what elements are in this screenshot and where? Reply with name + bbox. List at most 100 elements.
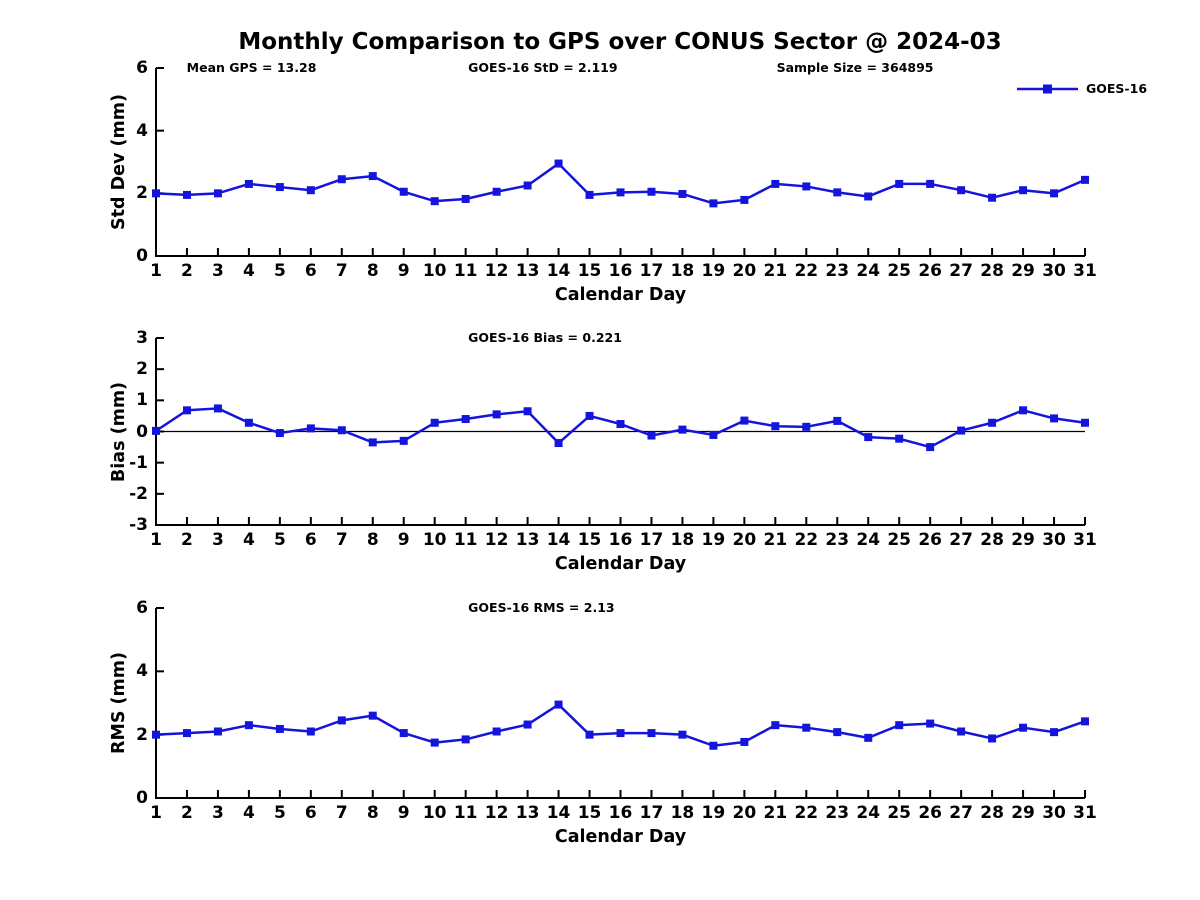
bias-x-tick-label: 24 xyxy=(856,530,881,550)
rms-x-tick-label: 22 xyxy=(794,803,819,823)
stddev-marker xyxy=(182,190,191,199)
bias-y-tick-label: -1 xyxy=(129,452,148,473)
stddev-marker xyxy=(709,199,718,208)
rms-marker xyxy=(616,729,625,738)
stddev-marker xyxy=(152,189,160,198)
bias-x-tick-label: 25 xyxy=(887,530,912,550)
bias-x-tick-label: 6 xyxy=(304,530,317,550)
bias-x-tick-label: 15 xyxy=(577,530,602,550)
bias-x-tick-label: 8 xyxy=(366,530,379,550)
bias-x-tick-label: 4 xyxy=(242,530,255,550)
rms-x-tick-label: 10 xyxy=(422,803,447,823)
rms-marker xyxy=(554,700,563,709)
bias-y-tick-label: -2 xyxy=(129,483,148,504)
rms-marker xyxy=(895,721,904,730)
bias-marker xyxy=(337,426,346,435)
stddev-marker xyxy=(647,187,656,196)
bias-x-tick-label: 2 xyxy=(181,530,193,550)
bias-x-tick-label: 29 xyxy=(1011,530,1035,550)
rms-marker xyxy=(1019,723,1028,732)
rms-x-tick-label: 6 xyxy=(304,803,317,823)
stddev-marker xyxy=(771,179,780,188)
rms-x-tick-label: 7 xyxy=(335,803,348,823)
bias-marker xyxy=(678,425,687,434)
bias-marker xyxy=(1050,414,1059,423)
bias-marker xyxy=(926,443,935,452)
rms-x-tick-label: 13 xyxy=(515,803,540,823)
stddev-marker xyxy=(864,192,873,201)
stddev-marker xyxy=(492,187,501,196)
stddev-marker xyxy=(895,179,904,188)
rms-x-axis-label: Calendar Day xyxy=(554,827,687,847)
bias-marker xyxy=(1081,418,1089,427)
rms-x-tick-label: 14 xyxy=(546,803,571,823)
bias-marker xyxy=(647,431,656,440)
stddev-x-tick-label: 5 xyxy=(273,261,286,281)
bias-x-tick-label: 3 xyxy=(212,530,224,550)
stddev-x-tick-label: 15 xyxy=(577,261,602,281)
legend xyxy=(1017,84,1078,94)
bias-y-axis-label: Bias (mm) xyxy=(109,381,129,482)
rms-x-tick-label: 2 xyxy=(181,803,193,823)
rms-x-tick-label: 29 xyxy=(1011,803,1035,823)
rms-x-tick-label: 16 xyxy=(608,803,633,823)
stddev-x-tick-label: 30 xyxy=(1042,261,1066,281)
rms-marker xyxy=(337,716,346,725)
rms-x-tick-label: 25 xyxy=(887,803,912,823)
rms-marker xyxy=(709,741,718,750)
stddev-x-tick-label: 1 xyxy=(150,261,162,281)
rms-marker xyxy=(833,728,842,737)
bias-marker xyxy=(709,430,718,439)
stddev-marker xyxy=(678,189,687,198)
bias-x-tick-label: 12 xyxy=(484,530,509,550)
stddev-x-tick-label: 13 xyxy=(515,261,540,281)
rms-x-tick-label: 8 xyxy=(366,803,379,823)
rms-marker xyxy=(182,729,191,738)
bias-x-tick-label: 5 xyxy=(273,530,286,550)
bias-marker xyxy=(1019,406,1028,415)
bias-x-tick-label: 16 xyxy=(608,530,633,550)
bias-x-tick-label: 27 xyxy=(949,530,973,550)
bias-marker xyxy=(461,415,470,424)
rms-x-tick-label: 5 xyxy=(273,803,286,823)
bias-marker xyxy=(182,406,191,415)
stddev-marker xyxy=(306,186,315,195)
bias-x-tick-label: 21 xyxy=(763,530,788,550)
stddev-x-tick-label: 12 xyxy=(484,261,509,281)
rms-marker xyxy=(802,723,811,732)
stddev-y-tick-label: 4 xyxy=(136,120,148,141)
rms-x-tick-label: 17 xyxy=(639,803,664,823)
stddev-marker xyxy=(399,187,408,196)
stddev-marker xyxy=(926,179,935,188)
bias-marker xyxy=(802,422,811,431)
stddev-marker xyxy=(802,182,811,191)
bias-marker xyxy=(988,418,997,427)
stddev-marker xyxy=(1081,175,1089,184)
rms-x-tick-label: 1 xyxy=(150,803,162,823)
bias-x-tick-label: 18 xyxy=(670,530,695,550)
chart-title: Monthly Comparison to GPS over CONUS Sec… xyxy=(238,29,1002,55)
bias-x-tick-label: 7 xyxy=(335,530,348,550)
legend-label: GOES-16 xyxy=(1086,81,1148,96)
stddev-axes-spines xyxy=(155,68,1085,257)
rms-plot xyxy=(152,607,1089,799)
bias-x-tick-label: 30 xyxy=(1042,530,1066,550)
bias-marker xyxy=(244,418,253,427)
rms-marker xyxy=(1081,717,1089,726)
bias-x-tick-label: 31 xyxy=(1073,530,1097,550)
rms-y-tick-label: 0 xyxy=(136,788,148,808)
rms-x-tick-label: 12 xyxy=(484,803,509,823)
bias-marker xyxy=(492,410,501,419)
bias-x-tick-label: 14 xyxy=(546,530,571,550)
stddev-marker xyxy=(244,179,253,188)
rms-marker xyxy=(213,727,222,736)
bias-x-tick-label: 13 xyxy=(515,530,540,550)
stddev-x-tick-label: 7 xyxy=(335,261,348,281)
bias-plot xyxy=(152,337,1089,526)
stddev-x-tick-label: 20 xyxy=(732,261,757,281)
rms-marker xyxy=(740,737,749,746)
rms-marker xyxy=(399,729,408,738)
rms-line-series xyxy=(155,703,1086,747)
bias-marker xyxy=(585,411,594,420)
rms-x-tick-label: 21 xyxy=(763,803,788,823)
